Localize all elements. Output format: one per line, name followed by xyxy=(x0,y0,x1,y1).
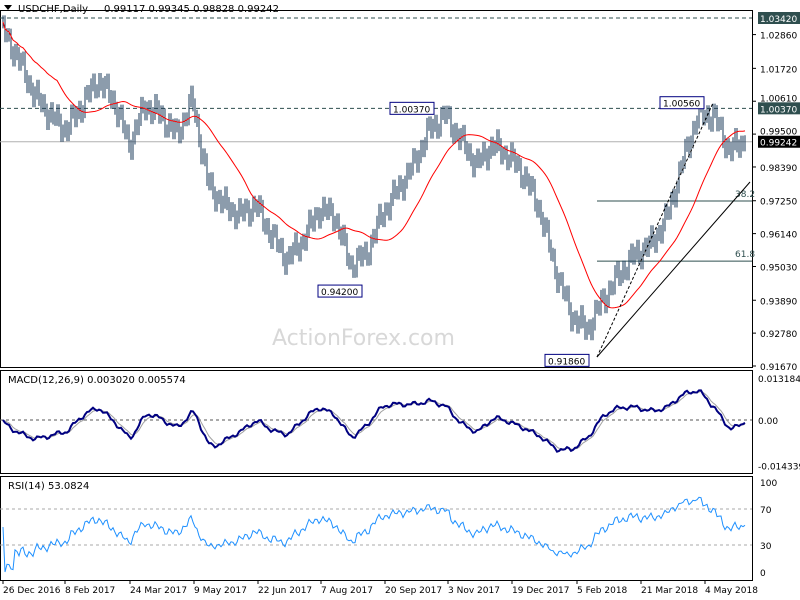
rsi-panel xyxy=(0,476,753,581)
price-axis-box xyxy=(758,12,800,24)
price-annotation-box xyxy=(389,101,435,115)
rsi-line xyxy=(2,496,746,573)
moving-average-line xyxy=(2,21,746,309)
price-axis-box-label: 0.99242 xyxy=(760,139,797,149)
price-annotation-label: 0.91860 xyxy=(548,357,585,367)
x-tick-label: 19 Dec 2017 xyxy=(512,586,570,596)
y-tick-label: 1.01720 xyxy=(760,65,797,75)
price-annotation-label: 1.00370 xyxy=(393,105,430,115)
y-tick-label: 1.00610 xyxy=(760,94,797,104)
price-annotation-box xyxy=(317,284,363,298)
x-tick-label: 20 Sep 2017 xyxy=(385,586,442,596)
x-tick-label: 24 Mar 2017 xyxy=(130,586,187,596)
dashed-trendline xyxy=(596,102,714,358)
macd-line xyxy=(2,389,746,453)
y-tick-label: 0.96140 xyxy=(760,231,797,241)
y-tick-label: 0.98390 xyxy=(760,164,797,174)
price-annotation-box xyxy=(544,353,590,367)
fibonacci-label: 61.8 xyxy=(735,250,755,260)
macd-panel xyxy=(0,370,753,474)
price-panel xyxy=(0,10,753,368)
rsi-tick-label: 70 xyxy=(760,506,772,516)
x-tick-label: 26 Dec 2016 xyxy=(3,586,61,596)
y-tick-label: 0.93890 xyxy=(760,297,797,307)
y-tick-label: 0.99500 xyxy=(760,128,797,138)
x-tick-label: 22 Jun 2017 xyxy=(258,586,312,596)
watermark: ActionForex.com xyxy=(272,326,455,351)
x-tick-label: 8 Feb 2017 xyxy=(65,586,115,596)
price-axis-box-label: 1.03420 xyxy=(760,15,797,25)
macd-title: MACD(12,26,9) 0.003020 0.005574 xyxy=(8,375,186,386)
fibonacci-label: 38.2 xyxy=(735,190,755,200)
y-tick-label: 0.92780 xyxy=(760,330,797,340)
price-annotation-label: 0.94200 xyxy=(321,288,358,298)
x-tick-label: 3 Nov 2017 xyxy=(448,586,500,596)
price-axis-box xyxy=(758,135,800,148)
y-tick-label: 0.95030 xyxy=(760,263,797,273)
collapse-triangle-icon[interactable] xyxy=(4,5,12,10)
x-tick-label: 4 May 2018 xyxy=(705,586,758,596)
trendline xyxy=(596,181,751,358)
x-tick-label: 7 Aug 2017 xyxy=(321,586,373,596)
price-annotation-box xyxy=(659,96,705,110)
x-tick-label: 21 Mar 2018 xyxy=(641,586,698,596)
y-tick-label: 0.91670 xyxy=(760,363,797,373)
price-axis-box-label: 1.00370 xyxy=(760,105,797,115)
price-axis-box xyxy=(758,102,800,115)
x-tick-label: 5 Feb 2018 xyxy=(577,586,628,596)
macd-tick-label: -0.014339 xyxy=(758,463,800,473)
symbol-label: USDCHF,Daily xyxy=(18,4,88,15)
rsi-tick-label: 0 xyxy=(760,569,766,579)
ohlc-values: 0.99117 0.99345 0.98828 0.99242 xyxy=(104,4,279,15)
y-tick-label: 1.02860 xyxy=(760,32,797,42)
rsi-tick-label: 100 xyxy=(760,479,777,489)
x-tick-label: 9 May 2017 xyxy=(194,586,247,596)
rsi-tick-label: 30 xyxy=(760,542,772,552)
rsi-title: RSI(14) 53.0824 xyxy=(8,481,89,492)
price-annotation-label: 1.00560 xyxy=(663,100,700,110)
macd-tick-label: 0.013184 xyxy=(758,375,800,385)
macd-tick-label: 0.00 xyxy=(758,417,778,427)
y-tick-label: 0.97250 xyxy=(760,198,797,208)
